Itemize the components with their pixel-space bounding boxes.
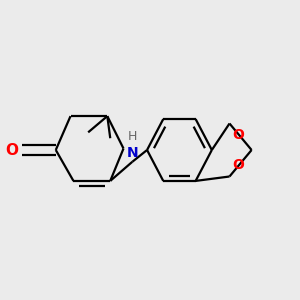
Text: O: O	[232, 128, 244, 142]
Text: O: O	[5, 142, 18, 158]
Text: H: H	[128, 130, 137, 142]
Text: N: N	[127, 146, 138, 160]
Text: O: O	[232, 158, 244, 172]
